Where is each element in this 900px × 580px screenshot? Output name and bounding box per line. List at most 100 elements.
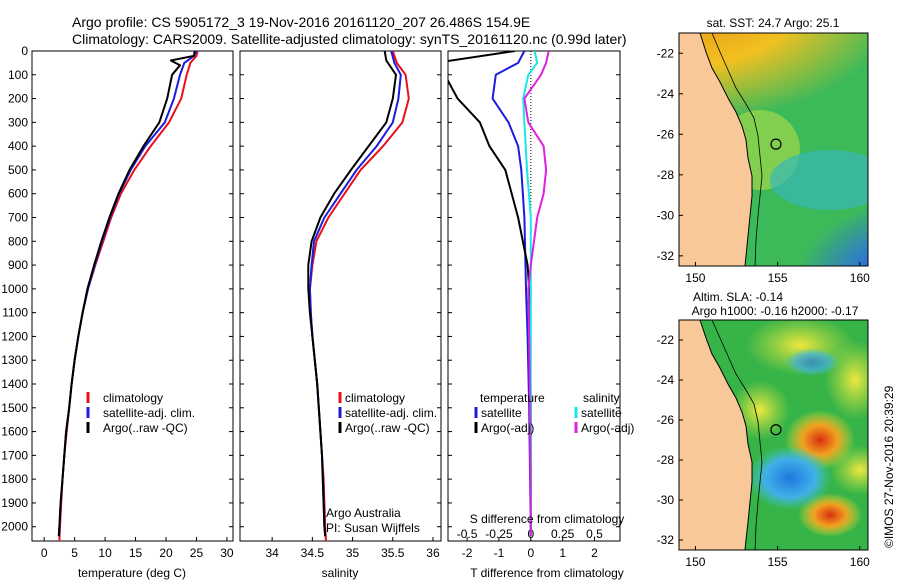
series-line-t-satellite: [491, 51, 532, 537]
x-tick-label-top: 0.25: [551, 527, 575, 541]
series-line-argo-raw-qc-: [307, 51, 397, 537]
temperature-panel: 0100200300400500600700800900100011001200…: [1, 44, 234, 580]
sla-map-frame: [678, 319, 869, 551]
difference-series: [448, 51, 550, 537]
x-tick-label: 30: [220, 546, 234, 560]
legend-label-satellite: satellite-adj. clim.: [345, 406, 437, 420]
series-line-s-argo-adj-: [523, 51, 550, 537]
legend-title-temperature: temperature: [480, 391, 545, 405]
map-y-tick-label: -32: [657, 249, 675, 263]
y-tick-label: 1600: [1, 425, 28, 439]
map-y-tick-label: -24: [657, 373, 675, 387]
legend-label-t-satellite: satellite: [481, 406, 522, 420]
salinity-annotation-line1: Argo Australia: [326, 506, 401, 520]
legend-label-s-satellite: satellite: [581, 406, 622, 420]
sla-land: [679, 320, 753, 550]
footer-stamp: ©IMOS 27-Nov-2016 20:39:29: [882, 385, 896, 548]
legend-label-satellite: satellite-adj. clim.: [103, 406, 195, 420]
sst-map-ticks: 150 155 160 -22 -24 -26 -28 -30 -32: [657, 46, 870, 285]
y-tick-label: 1500: [1, 401, 28, 415]
salinity-legend: climatology satellite-adj. clim. Argo(..…: [338, 391, 437, 435]
legend-label-climatology: climatology: [345, 391, 405, 405]
difference-xticks-top: -0.5-0.2500.250.5: [457, 527, 603, 541]
legend-title-salinity: salinity: [583, 391, 620, 405]
map-x-tick-label: 150: [685, 555, 705, 569]
sla-yellow-southeast: [830, 445, 868, 495]
sst-field: [679, 33, 868, 266]
x-tick-label: 2: [591, 546, 598, 560]
y-tick-label: 600: [8, 187, 28, 201]
x-tick-label: 34: [265, 546, 279, 560]
y-tick-label: 1900: [1, 496, 28, 510]
difference-xlabel-top: S difference from climatology: [470, 512, 625, 526]
sla-map-ticks: 150 155 160 -22 -24 -26 -28 -30 -32: [657, 333, 870, 569]
salinity-xticks: 34 34.5 35 35.5 36: [265, 537, 440, 560]
y-tick-label: 200: [8, 92, 28, 106]
sst-map-title: sat. SST: 24.7 Argo: 25.1: [707, 16, 840, 30]
difference-legend: temperature salinity satellite Argo(-adj…: [474, 391, 634, 435]
map-y-tick-label: -22: [657, 333, 675, 347]
map-y-tick-label: -22: [657, 46, 675, 60]
sla-map-panel: Altim. SLA: -0.14 Argo h1000: -0.16 h200…: [657, 290, 870, 569]
difference-yticks: [448, 50, 620, 528]
x-tick-label: 25: [190, 546, 204, 560]
salinity-axes: [239, 50, 442, 542]
x-tick-label: 1: [559, 546, 566, 560]
series-line-argo-raw-qc-: [57, 51, 196, 537]
x-tick-label-top: 0.5: [586, 527, 603, 541]
sst-cold-region: [730, 155, 868, 266]
salinity-yticks: [240, 50, 441, 528]
temperature-xticks: 0 5 10 15 20 25 30: [41, 537, 234, 560]
map-y-tick-label: -24: [657, 87, 675, 101]
temperature-legend: climatology satellite-adj. clim. Argo(..…: [86, 391, 195, 435]
y-tick-label: 0: [21, 44, 28, 58]
header-line2: Climatology: CARS2009. Satellite-adjuste…: [72, 31, 627, 47]
y-tick-label: 1300: [1, 353, 28, 367]
y-tick-label: 100: [8, 68, 28, 82]
map-y-tick-label: -32: [657, 533, 675, 547]
legend-label-argo: Argo(..raw -QC): [345, 421, 430, 435]
difference-xlabel: T difference from climatology: [470, 566, 624, 580]
map-y-tick-label: -28: [657, 168, 675, 182]
salinity-series: [307, 51, 410, 541]
x-tick-label: 34.5: [301, 546, 325, 560]
y-tick-label: 1700: [1, 448, 28, 462]
legend-label-climatology: climatology: [103, 391, 163, 405]
header-line1: Argo profile: CS 5905172_3 19-Nov-2016 2…: [72, 14, 530, 30]
difference-panel: -2 -1 0 1 2 -0.5 -0.25 0 0.25 0.5 T difference f…: [447, 50, 634, 580]
x-tick-label-top: -0.5: [457, 527, 478, 541]
y-tick-label: 300: [8, 115, 28, 129]
x-tick-label: 0: [527, 546, 534, 560]
temperature-yticks: 0 100 200 300 400 500 600 700 800 900 1000 1100 1200…: [1, 44, 233, 534]
y-tick-label: 1800: [1, 472, 28, 486]
x-tick-label-top: -0.25: [485, 527, 513, 541]
legend-label-argo: Argo(..raw -QC): [103, 421, 188, 435]
temperature-axes: [31, 50, 234, 542]
salinity-panel: 34 34.5 35 35.5 36 salinity climatology sate…: [239, 50, 442, 580]
map-x-tick-label: 150: [685, 271, 705, 285]
map-x-tick-label: 155: [768, 271, 788, 285]
x-tick-label: 35.5: [381, 546, 405, 560]
map-x-tick-label: 160: [850, 271, 870, 285]
x-tick-label: -1: [494, 546, 505, 560]
x-tick-label: 15: [129, 546, 143, 560]
map-y-tick-label: -28: [657, 453, 675, 467]
x-tick-label: -2: [462, 546, 473, 560]
x-tick-label: 0: [41, 546, 48, 560]
sla-map-title-line2: Argo h1000: -0.16 h2000: -0.17: [692, 304, 859, 318]
temperature-series: [57, 51, 199, 541]
y-tick-label: 1400: [1, 377, 28, 391]
y-tick-label: 800: [8, 234, 28, 248]
map-y-tick-label: -30: [657, 208, 675, 222]
sst-map-frame: [678, 32, 869, 267]
legend-label-s-argo: Argo(-adj): [581, 421, 634, 435]
map-x-tick-label: 155: [768, 555, 788, 569]
sst-map-panel: sat. SST: 24.7 Argo: 25.1 150 155 160 -22 -2…: [657, 16, 870, 285]
difference-axes: [447, 50, 621, 542]
sla-field: [679, 320, 868, 550]
salinity-xlabel: salinity: [322, 566, 359, 580]
sla-yellow-east: [825, 340, 868, 420]
temperature-xlabel: temperature (deg C): [78, 566, 186, 580]
sla-argo-marker: [770, 424, 782, 436]
